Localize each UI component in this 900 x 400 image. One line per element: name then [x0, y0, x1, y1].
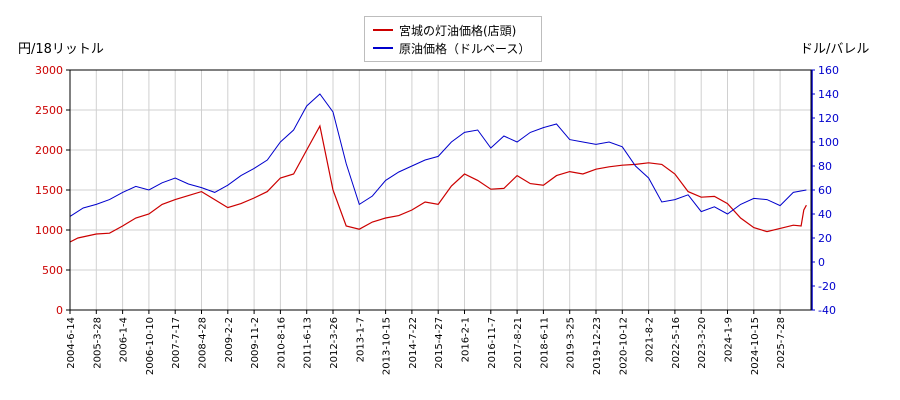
plot-frame: [69, 69, 812, 311]
left-axis-label: 円/18リットル: [18, 42, 104, 57]
x-tick-label: 2020-10-12: [618, 317, 629, 375]
x-tick-label: 2018-6-11: [539, 317, 550, 369]
left-tick-label: 1000: [35, 224, 63, 237]
legend-label-crude-oil: 原油価格（ドルベース）: [399, 41, 531, 56]
legend-swatch-kerosene: [373, 29, 393, 31]
x-tick-label: 2017-8-21: [513, 317, 524, 369]
x-tick-label: 2024-1-9: [724, 317, 735, 362]
legend-label-kerosene: 宮城の灯油価格(店頭): [399, 23, 517, 38]
x-tick-label: 2013-10-15: [382, 317, 393, 375]
left-axis-ticks: 0 500 1000 1500 2000 2500 3000: [35, 64, 70, 317]
right-tick-label: 120: [818, 112, 839, 125]
right-tick-label: 0: [818, 256, 825, 269]
x-axis-ticks: 2004-6-14 2005-3-28 2006-1-4 2006-10-10 2007…: [66, 310, 787, 375]
right-tick-label: 40: [818, 208, 832, 221]
x-tick-label: 2024-10-15: [750, 317, 761, 375]
left-tick-label: 2500: [35, 104, 63, 117]
x-tick-label: 2005-3-28: [92, 317, 103, 369]
right-tick-label: 100: [818, 136, 839, 149]
x-tick-label: 2004-6-14: [66, 317, 77, 369]
x-tick-label: 2015-4-27: [434, 317, 445, 369]
left-tick-label: 1500: [35, 184, 63, 197]
series-line-kerosene: [69, 124, 807, 243]
right-tick-label: 140: [818, 88, 839, 101]
left-tick-label: 3000: [35, 64, 63, 77]
x-tick-label: 2021-8-2: [645, 317, 656, 362]
x-tick-label: 2012-3-26: [329, 317, 340, 369]
right-tick-label: 60: [818, 184, 832, 197]
legend: 宮城の灯油価格(店頭) 原油価格（ドルベース）: [364, 16, 542, 62]
grid-lines: [69, 69, 811, 311]
x-tick-label: 2008-4-28: [198, 317, 209, 369]
x-tick-label: 2013-1-7: [355, 317, 366, 362]
x-tick-label: 2009-11-2: [250, 317, 261, 369]
x-tick-label: 2007-7-17: [171, 317, 182, 369]
x-tick-label: 2016-2-1: [461, 317, 472, 362]
x-tick-label: 2010-8-16: [276, 317, 287, 369]
right-axis-label: ドル/バレル: [800, 42, 870, 57]
legend-item-kerosene: 宮城の灯油価格(店頭): [373, 21, 516, 39]
left-tick-label: 0: [56, 304, 63, 317]
legend-swatch-crude-oil: [373, 47, 393, 49]
right-tick-label: 80: [818, 160, 832, 173]
x-tick-label: 2011-6-13: [303, 317, 314, 369]
x-tick-label: 2023-3-20: [697, 317, 708, 369]
left-tick-label: 2000: [35, 144, 63, 157]
right-tick-label: -20: [818, 280, 836, 293]
right-axis-ticks: -40 -20 0 20 40 60 80 100 120 140 160: [811, 64, 839, 317]
x-tick-label: 2019-3-25: [566, 317, 577, 369]
x-tick-label: 2016-11-7: [487, 317, 498, 369]
right-tick-label: 160: [818, 64, 839, 77]
x-tick-label: 2019-12-23: [592, 317, 603, 375]
x-tick-label: 2025-7-28: [776, 317, 787, 369]
x-tick-label: 2009-2-2: [224, 317, 235, 362]
x-tick-label: 2022-5-16: [671, 317, 682, 369]
series-line-crude-oil: [69, 93, 807, 217]
x-tick-label: 2006-1-4: [119, 317, 130, 362]
x-tick-label: 2006-10-10: [145, 317, 156, 375]
x-tick-label: 2014-7-22: [408, 317, 419, 369]
legend-item-crude-oil: 原油価格（ドルベース）: [373, 39, 530, 57]
right-tick-label: 20: [818, 232, 832, 245]
left-tick-label: 500: [42, 264, 63, 277]
right-tick-label: -40: [818, 304, 836, 317]
